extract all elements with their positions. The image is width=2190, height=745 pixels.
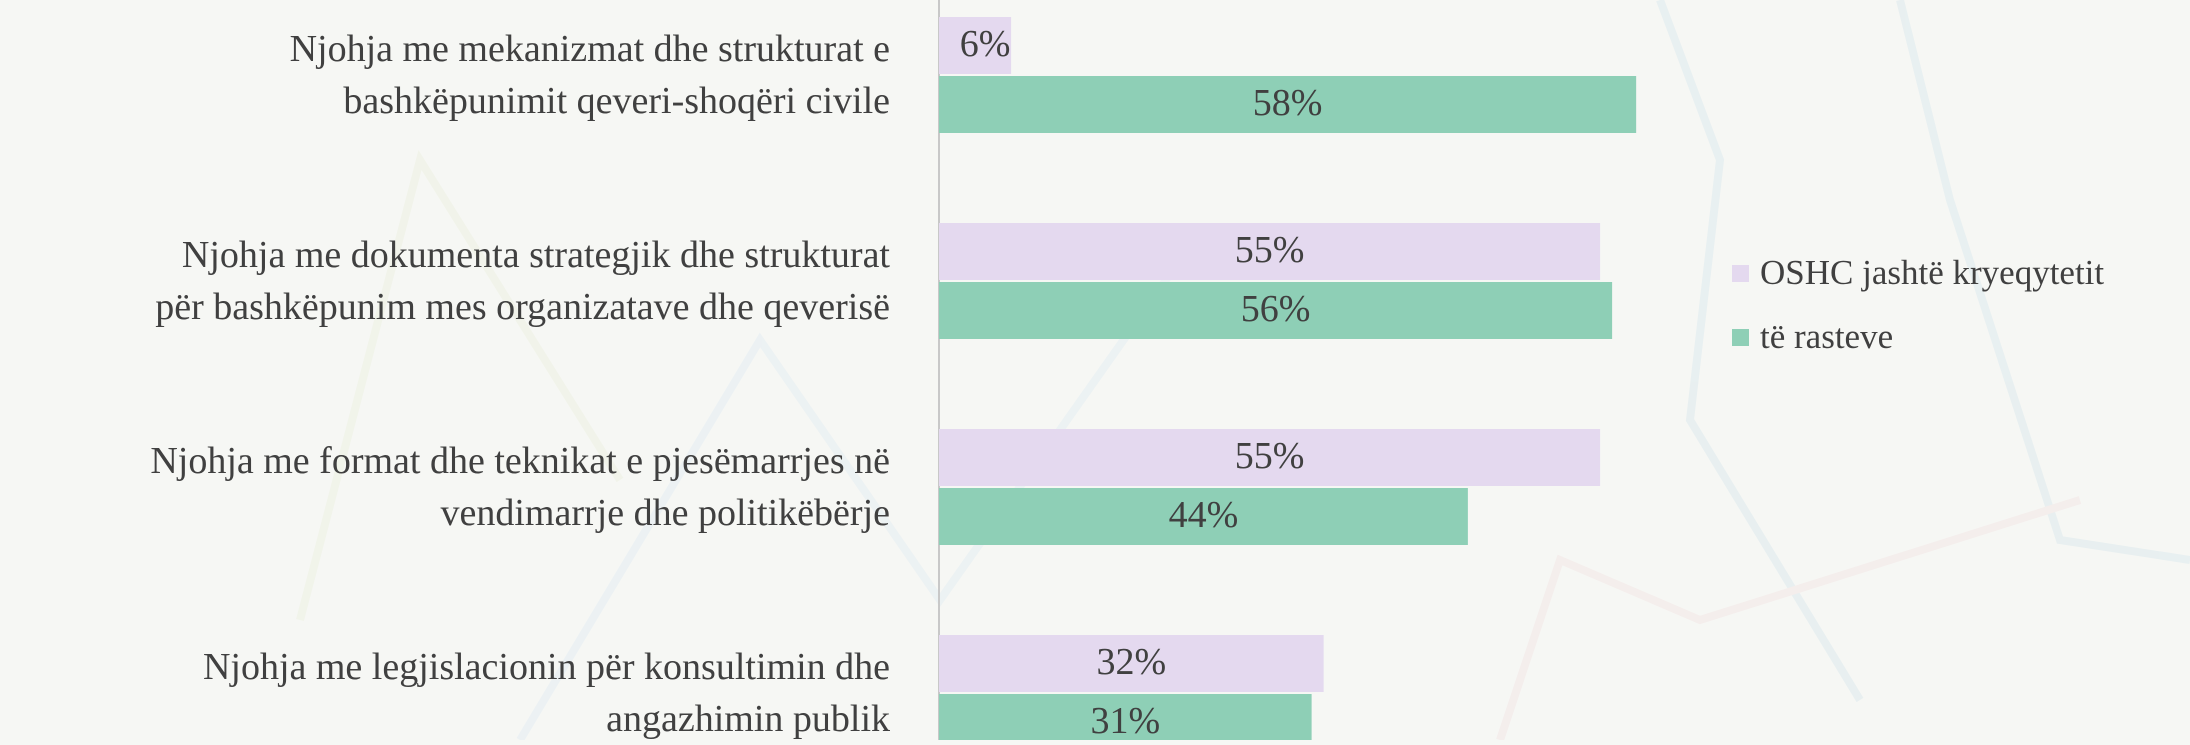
category-label: Njohja me mekanizmat dhe strukturat e ba… <box>289 28 890 122</box>
bar <box>939 17 1012 74</box>
bar <box>939 488 1468 545</box>
bar <box>939 429 1601 486</box>
value-label: 55% <box>1235 435 1305 477</box>
background-decoration <box>296 0 2190 740</box>
value-label: 55% <box>1235 229 1305 271</box>
category-label: Njohja me legjislacionin për konsultimin… <box>202 646 890 740</box>
legend-label: OSHC jashtë kryeqytetit <box>1760 253 2104 292</box>
value-label: 58% <box>1253 82 1323 124</box>
legend-marker <box>1732 265 1749 282</box>
category-label: Njohja me format dhe teknikat e pjesëmar… <box>150 440 890 534</box>
value-label: 32% <box>1096 641 1166 683</box>
bar <box>939 76 1637 133</box>
value-label: 44% <box>1169 494 1239 536</box>
category-label: Njohja me dokumenta strategjik dhe struk… <box>155 234 890 328</box>
bar <box>939 223 1601 280</box>
bar <box>939 282 1613 339</box>
value-label: 6% <box>960 23 1011 65</box>
value-label: 31% <box>1090 700 1160 740</box>
bar <box>939 694 1312 740</box>
value-label: 56% <box>1241 288 1311 330</box>
legend-label: të rasteve <box>1760 317 1893 356</box>
legend-marker <box>1732 329 1749 346</box>
bar <box>939 635 1324 692</box>
